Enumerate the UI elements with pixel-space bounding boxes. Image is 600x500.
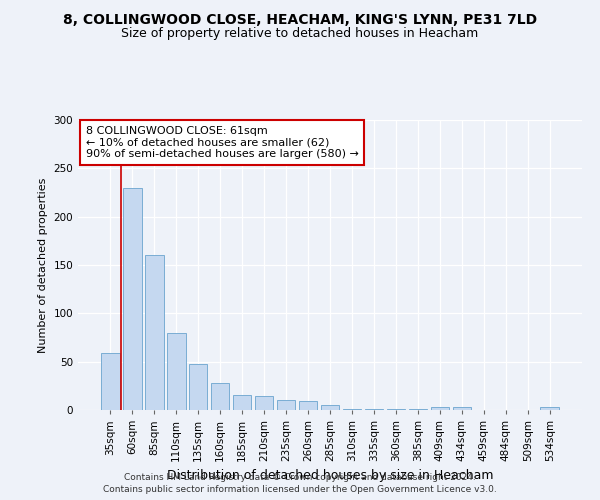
Text: 8 COLLINGWOOD CLOSE: 61sqm
← 10% of detached houses are smaller (62)
90% of semi: 8 COLLINGWOOD CLOSE: 61sqm ← 10% of deta… — [86, 126, 358, 159]
Text: Size of property relative to detached houses in Heacham: Size of property relative to detached ho… — [121, 28, 479, 40]
Text: Contains public sector information licensed under the Open Government Licence v3: Contains public sector information licen… — [103, 485, 497, 494]
Bar — [299, 402, 317, 410]
Bar — [431, 407, 449, 410]
X-axis label: Distribution of detached houses by size in Heacham: Distribution of detached houses by size … — [167, 470, 493, 482]
Bar — [409, 409, 427, 410]
Bar — [452, 407, 471, 410]
Text: 8, COLLINGWOOD CLOSE, HEACHAM, KING'S LYNN, PE31 7LD: 8, COLLINGWOOD CLOSE, HEACHAM, KING'S LY… — [63, 12, 537, 26]
Bar — [101, 353, 119, 410]
Bar — [386, 409, 405, 410]
Bar — [365, 409, 383, 410]
Bar — [145, 256, 164, 410]
Bar — [167, 332, 185, 410]
Text: Contains HM Land Registry data © Crown copyright and database right 2024.: Contains HM Land Registry data © Crown c… — [124, 472, 476, 482]
Bar — [343, 409, 361, 410]
Bar — [320, 405, 340, 410]
Y-axis label: Number of detached properties: Number of detached properties — [38, 178, 48, 352]
Bar — [189, 364, 208, 410]
Bar — [277, 400, 295, 410]
Bar — [255, 396, 274, 410]
Bar — [541, 407, 559, 410]
Bar — [233, 394, 251, 410]
Bar — [123, 188, 142, 410]
Bar — [211, 383, 229, 410]
